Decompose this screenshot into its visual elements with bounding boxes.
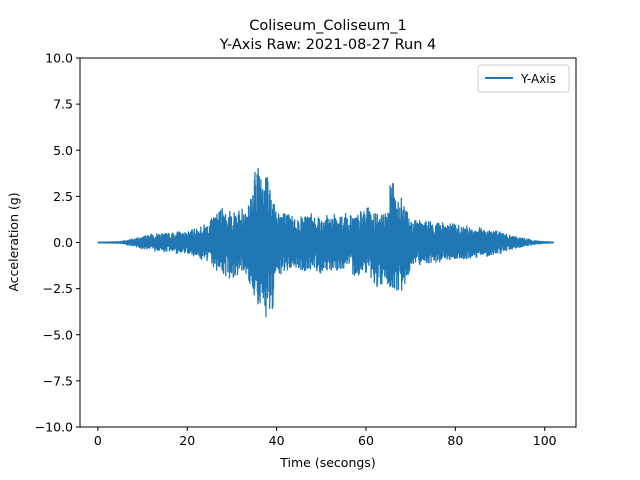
legend-label: Y-Axis <box>520 72 556 86</box>
x-tick-label: 40 <box>269 433 285 448</box>
x-tick-label: 0 <box>94 433 102 448</box>
y-tick-label: 0.0 <box>53 235 73 250</box>
x-axis-label: Time (secongs) <box>279 455 375 470</box>
y-tick-label: 5.0 <box>53 143 73 158</box>
y-tick-label: −10.0 <box>35 420 73 435</box>
x-tick-label: 100 <box>533 433 557 448</box>
x-tick-label: 20 <box>179 433 195 448</box>
y-tick-label: −2.5 <box>43 281 73 296</box>
y-axis-label: Acceleration (g) <box>6 192 21 291</box>
chart-subtitle: Y-Axis Raw: 2021-08-27 Run 4 <box>219 37 436 53</box>
y-tick-label: −5.0 <box>43 327 73 342</box>
y-tick-label: −7.5 <box>43 373 73 388</box>
x-tick-label: 80 <box>447 433 463 448</box>
chart-title: Coliseum_Coliseum_1 <box>249 18 406 34</box>
y-tick-label: 2.5 <box>53 189 73 204</box>
y-tick-label: 7.5 <box>53 97 73 112</box>
legend: Y-Axis <box>478 65 569 92</box>
x-tick-label: 60 <box>358 433 374 448</box>
y-tick-label: 10.0 <box>45 51 73 66</box>
